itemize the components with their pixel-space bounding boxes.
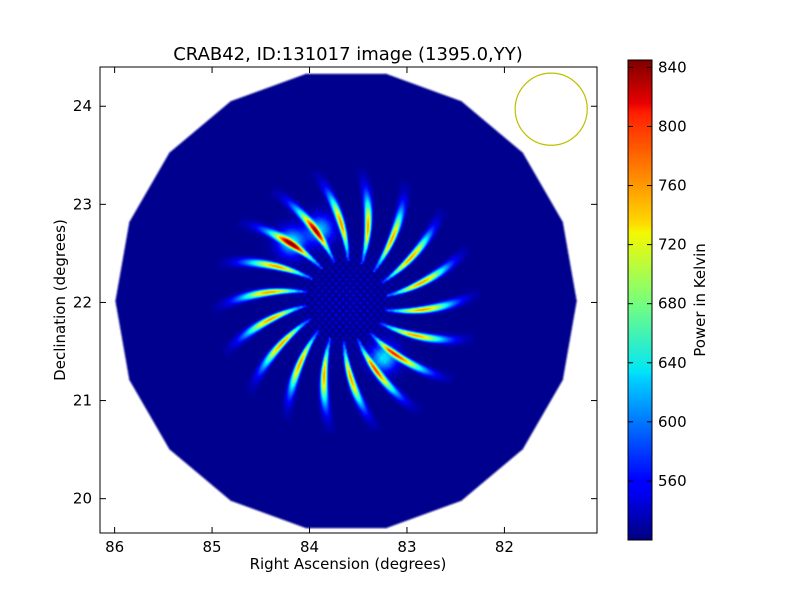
y-tick-label: 20 [73,490,92,508]
y-axis-label: Declination (degrees) [51,219,69,381]
x-tick-label: 85 [203,538,222,556]
y-tick-label: 21 [73,392,92,410]
x-tick-label: 84 [300,538,319,556]
chart-title: CRAB42, ID:131017 image (1395.0,YY) [173,44,523,65]
axes-frame [99,66,598,534]
colorbar-tick-label: 800 [658,117,687,135]
colorbar: 560 600 640 680 720 760 800 840 Power in Kelvin [627,58,709,541]
x-tick-label: 86 [105,538,124,556]
x-axis-label: Right Ascension (degrees) [250,555,447,573]
colorbar-tick-label: 760 [658,177,687,195]
colorbar-tick-label: 720 [658,236,687,254]
colorbar-ticks: 560 600 640 680 720 760 800 840 [628,58,687,490]
colorbar-frame [627,59,653,541]
x-tick-label: 83 [397,538,416,556]
y-tick-label: 23 [73,195,92,213]
plot-area: 86 85 84 83 82 20 21 22 23 24 [73,66,598,556]
colorbar-tick-label: 840 [658,58,687,76]
colorbar-label: Power in Kelvin [691,243,709,357]
colorbar-tick-label: 560 [658,472,687,490]
x-tick-label: 82 [495,538,514,556]
heatmap-image [100,67,597,533]
beam-circle [514,72,588,146]
colorbar-tick-label: 640 [658,354,687,372]
colorbar-tick-label: 680 [658,295,687,313]
y-tick-label: 24 [73,97,92,115]
y-axis-ticks: 20 21 22 23 24 [73,97,597,508]
x-axis-ticks: 86 85 84 83 82 [105,67,514,556]
colorbar-gradient [628,60,652,540]
colorbar-tick-label: 600 [658,413,687,431]
y-tick-label: 22 [73,293,92,311]
